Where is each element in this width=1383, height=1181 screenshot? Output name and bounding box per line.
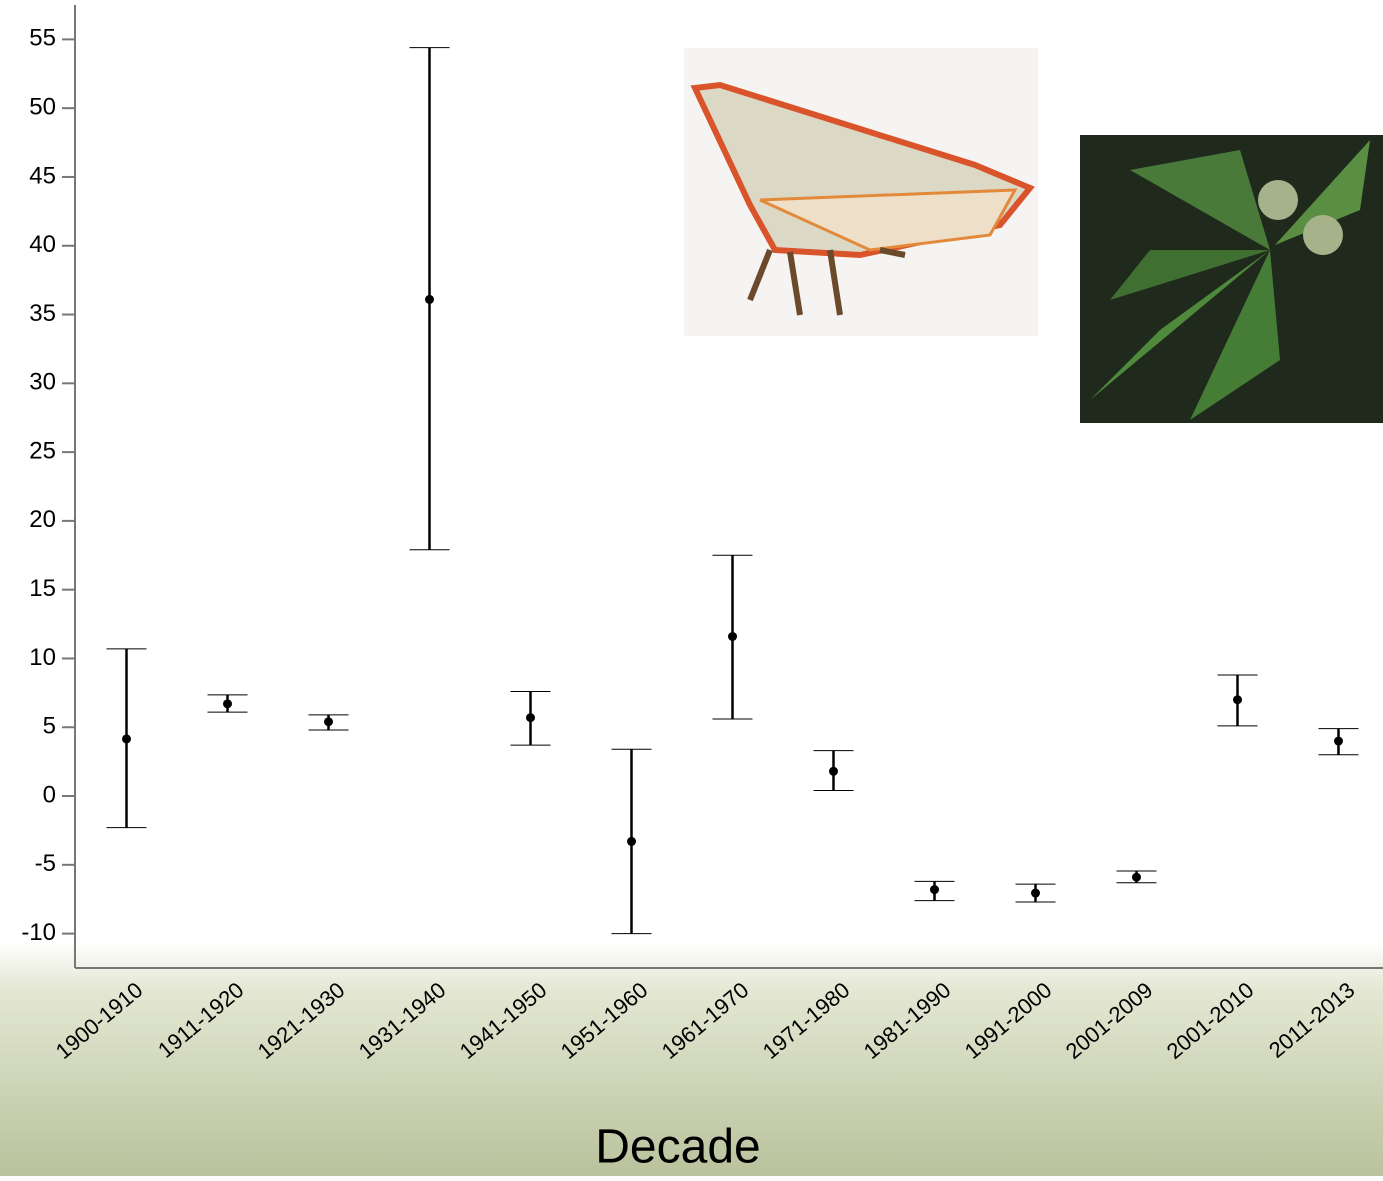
mean-point (728, 631, 737, 641)
mean-point (526, 713, 535, 723)
x-axis-title: Decade (595, 1121, 760, 1174)
y-tick-label: 35 (29, 300, 56, 327)
y-tick-label: 20 (29, 506, 56, 533)
y-tick-label: 45 (29, 162, 56, 189)
y-tick-label: 40 (29, 231, 56, 258)
mean-point (930, 885, 939, 895)
mean-point (425, 294, 434, 304)
y-tick-label: 0 (43, 781, 56, 808)
mean-point (223, 699, 232, 709)
y-tick-label: 50 (29, 94, 56, 121)
acorn-photo (1080, 135, 1383, 423)
y-tick-label: -10 (21, 919, 56, 946)
mean-point (1334, 736, 1343, 746)
y-tick-label: -5 (35, 850, 56, 877)
mean-point (1233, 695, 1242, 705)
mean-point (122, 734, 131, 744)
mean-point (1031, 888, 1040, 898)
insect-photo (684, 48, 1038, 336)
mean-point (1132, 872, 1141, 882)
y-tick-label: 5 (43, 713, 56, 740)
mean-point (829, 766, 838, 776)
mean-point (627, 836, 636, 846)
mean-point (324, 717, 333, 727)
y-tick-label: 30 (29, 369, 56, 396)
y-tick-label: 15 (29, 575, 56, 602)
y-tick-label: 25 (29, 437, 56, 464)
y-tick-label: 55 (29, 25, 56, 52)
y-tick-label: 10 (29, 644, 56, 671)
